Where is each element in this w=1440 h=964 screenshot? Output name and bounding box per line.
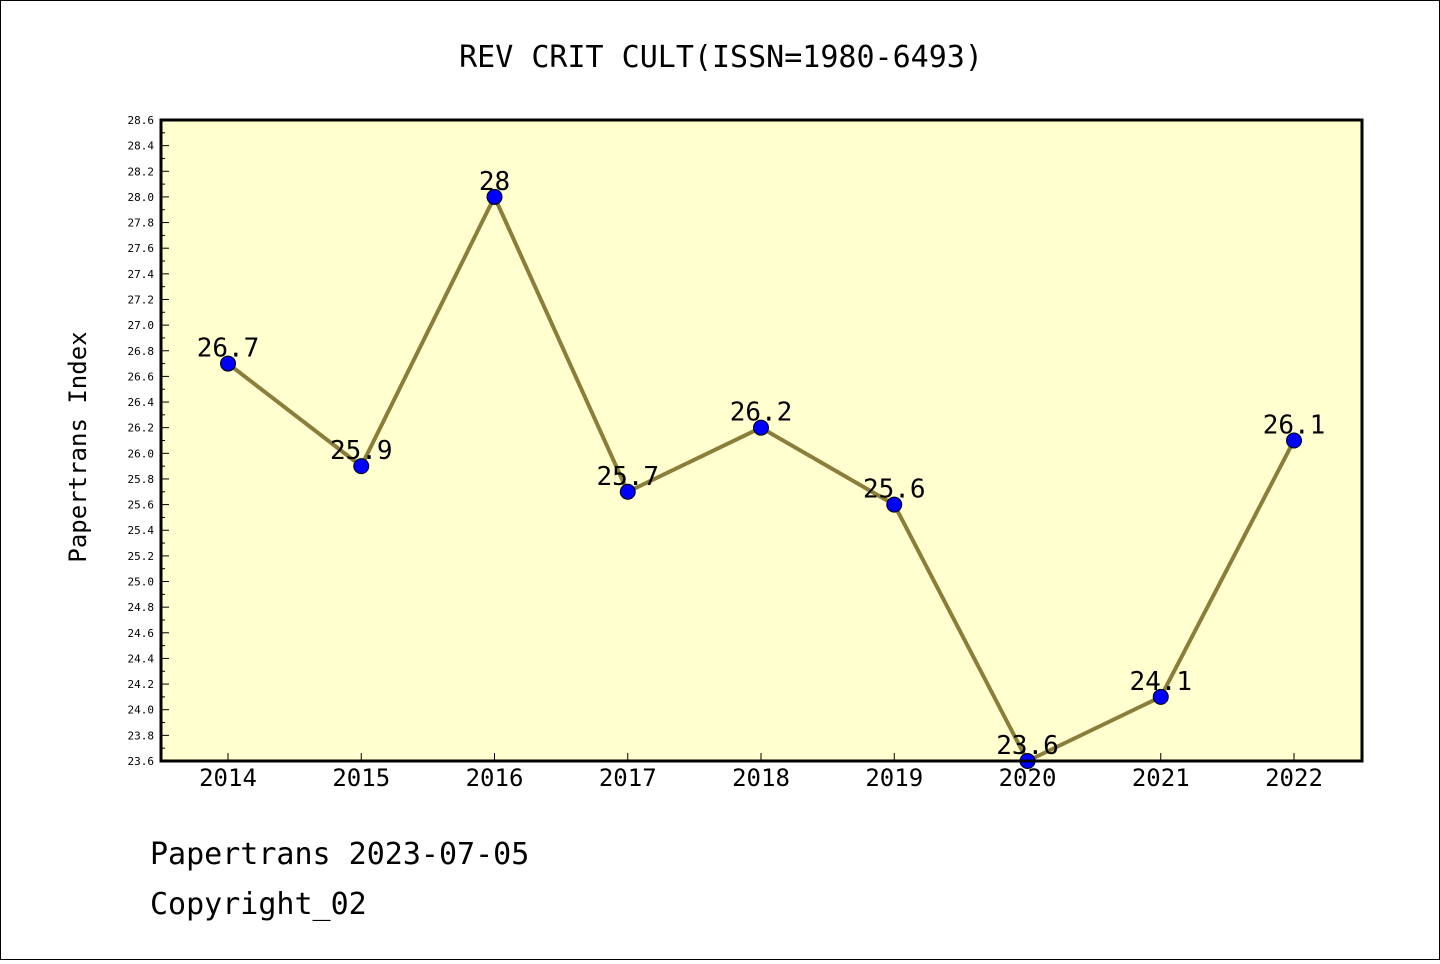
x-tick-label: 2017 <box>599 764 657 792</box>
x-tick-label: 2014 <box>199 764 257 792</box>
chart-title: REV CRIT CULT(ISSN=1980-6493) <box>459 40 983 75</box>
data-labels-group: 26.7 25.9 28 25.7 26.2 25.6 23.6 24.1 26.1 <box>197 167 1326 761</box>
data-label: 25.7 <box>596 462 659 492</box>
y-tick-label: 27.8 <box>128 217 155 230</box>
y-tick-label: 26.8 <box>128 345 155 358</box>
y-tick-label: 27.0 <box>128 319 155 332</box>
data-label: 24.1 <box>1129 667 1192 697</box>
data-point-marker <box>753 419 769 436</box>
y-tick-label: 27.4 <box>128 268 155 281</box>
y-tick-label: 26.2 <box>128 422 155 435</box>
footer-copyright: Copyright_02 <box>150 887 367 922</box>
y-tick-label: 26.0 <box>128 447 155 460</box>
data-label: 25.9 <box>330 436 393 466</box>
data-point-marker <box>353 458 370 475</box>
y-tick-label: 25.0 <box>128 576 155 589</box>
data-point-marker <box>1286 432 1302 449</box>
data-point-marker <box>220 355 236 372</box>
data-point-marker <box>886 496 903 513</box>
y-tick-label: 26.4 <box>128 396 155 409</box>
y-tick-label: 24.0 <box>128 704 155 717</box>
data-label: 23.6 <box>996 731 1059 761</box>
x-tick-label: 2021 <box>1132 764 1190 792</box>
y-tick-label: 24.8 <box>128 601 155 614</box>
footer-date: Papertrans 2023-07-05 <box>150 837 529 872</box>
x-tick-label: 2019 <box>865 764 923 792</box>
plot-border <box>159 118 1364 763</box>
y-tick-label: 25.4 <box>128 524 155 537</box>
plot-area <box>161 120 1362 761</box>
y-tick-label: 27.6 <box>128 242 155 255</box>
x-tick-label: 2022 <box>1265 764 1323 792</box>
y-tick-label: 25.6 <box>128 499 155 512</box>
y-tick-label: 28.2 <box>128 165 155 178</box>
x-tick-label: 2015 <box>332 764 390 792</box>
data-label: 26.2 <box>730 398 793 428</box>
data-point-marker <box>619 483 636 500</box>
y-tick-label: 23.8 <box>128 729 155 742</box>
y-tick-label: 28.6 <box>128 114 155 127</box>
data-label: 26.1 <box>1263 411 1326 441</box>
data-label: 25.6 <box>863 475 926 505</box>
x-tick-label: 2016 <box>466 764 524 792</box>
y-tick-label: 25.8 <box>128 473 155 486</box>
series-line-group <box>220 188 1302 769</box>
y-tick-label: 24.4 <box>128 652 155 665</box>
data-label: 26.7 <box>197 334 260 364</box>
y-tick-label: 23.6 <box>128 755 155 768</box>
data-point-marker <box>486 188 503 205</box>
x-tick-label: 2018 <box>732 764 790 792</box>
y-tick-label: 28.0 <box>128 191 155 204</box>
y-tick-label: 25.2 <box>128 550 155 563</box>
y-tick-label: 26.6 <box>128 370 155 383</box>
y-axis-ticks: 23.6 23.8 24.0 24.2 24.4 24.6 24.8 25.0 25.2 25.4… <box>128 114 169 768</box>
data-point-marker <box>1152 688 1169 705</box>
data-label: 28 <box>479 167 510 197</box>
y-tick-label: 24.6 <box>128 627 155 640</box>
y-tick-label: 28.4 <box>128 140 155 153</box>
y-axis-label: Papertrans Index <box>64 331 92 562</box>
y-tick-label: 27.2 <box>128 293 155 306</box>
y-tick-label: 24.2 <box>128 678 155 691</box>
